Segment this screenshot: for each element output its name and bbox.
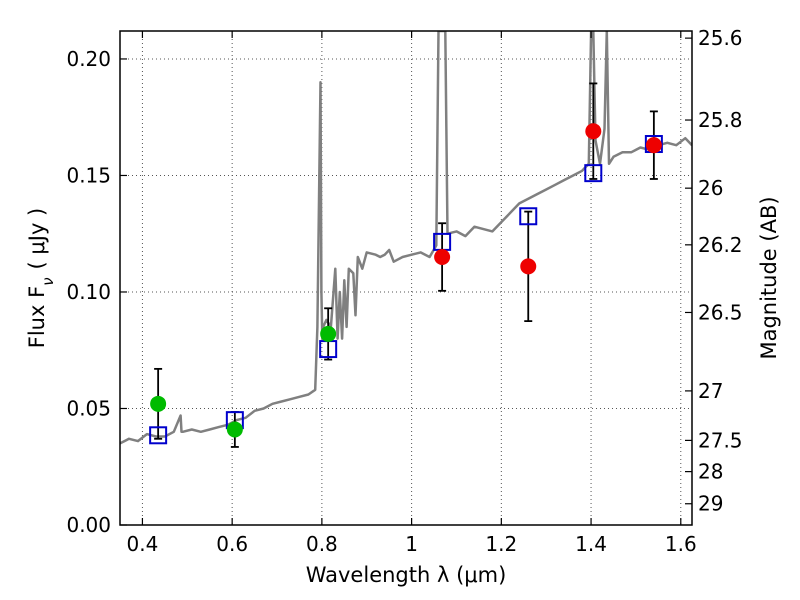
- plot-frame: [119, 30, 693, 526]
- y2-tick-label: 27.5: [698, 428, 743, 452]
- y2-tick-label: 29: [698, 492, 723, 516]
- y2-axis-label: Magnitude (AB): [757, 196, 781, 359]
- model-spectrum: [120, 31, 692, 445]
- photometry-point: [150, 395, 167, 412]
- y-tick-label: 0.15: [66, 163, 111, 187]
- y-axis-label-subscript: ν: [39, 277, 57, 285]
- y-tick-label: 0.05: [66, 396, 111, 420]
- x-tick-label: 1.4: [575, 532, 607, 556]
- x-tick-label: 0.6: [216, 532, 248, 556]
- y2-tick-label: 28: [698, 460, 723, 484]
- y2-tick-label: 25.8: [698, 108, 743, 132]
- y-tick-label: 0.20: [66, 47, 111, 71]
- data-markers: [149, 123, 663, 445]
- y2-tick-label: 26.5: [698, 300, 743, 324]
- y-axis-label: Flux Fν ( μJy ): [25, 208, 57, 349]
- photometry-point: [520, 258, 537, 275]
- spectrum-line: [120, 31, 692, 445]
- axis-ticks: 0.4 0.6 0.8 1 1.2 1.4 1.6 0.00 0.05 0.10 0.15 0.20 2…: [66, 26, 742, 556]
- y-axis-label-units: ( μJy ): [25, 208, 49, 270]
- y-tick-label: 0.10: [66, 280, 111, 304]
- photometry-point: [645, 137, 662, 154]
- x-tick-label: 0.4: [127, 532, 159, 556]
- y-tick-label: 0.00: [66, 513, 111, 537]
- x-tick-label: 1: [405, 532, 418, 556]
- y2-tick-label: 25.6: [698, 26, 743, 50]
- x-tick-label: 1.2: [485, 532, 517, 556]
- photometry-point: [226, 421, 243, 438]
- model-square-marker: [149, 426, 168, 445]
- model-square-marker: [584, 164, 603, 183]
- x-axis-label: Wavelength λ (μm): [306, 563, 507, 587]
- error-bars: [154, 82, 658, 448]
- model-square-marker: [519, 207, 538, 226]
- y2-tick-label: 27: [698, 379, 723, 403]
- y2-tick-label: 26: [698, 176, 723, 200]
- photometry-point: [320, 325, 337, 342]
- x-tick-label: 1.6: [665, 532, 697, 556]
- y2-tick-label: 26.2: [698, 233, 743, 257]
- photometry-point: [585, 123, 602, 140]
- y-axis-label-main: Flux F: [25, 286, 49, 348]
- x-tick-label: 0.8: [306, 532, 338, 556]
- photometry-point: [434, 249, 451, 266]
